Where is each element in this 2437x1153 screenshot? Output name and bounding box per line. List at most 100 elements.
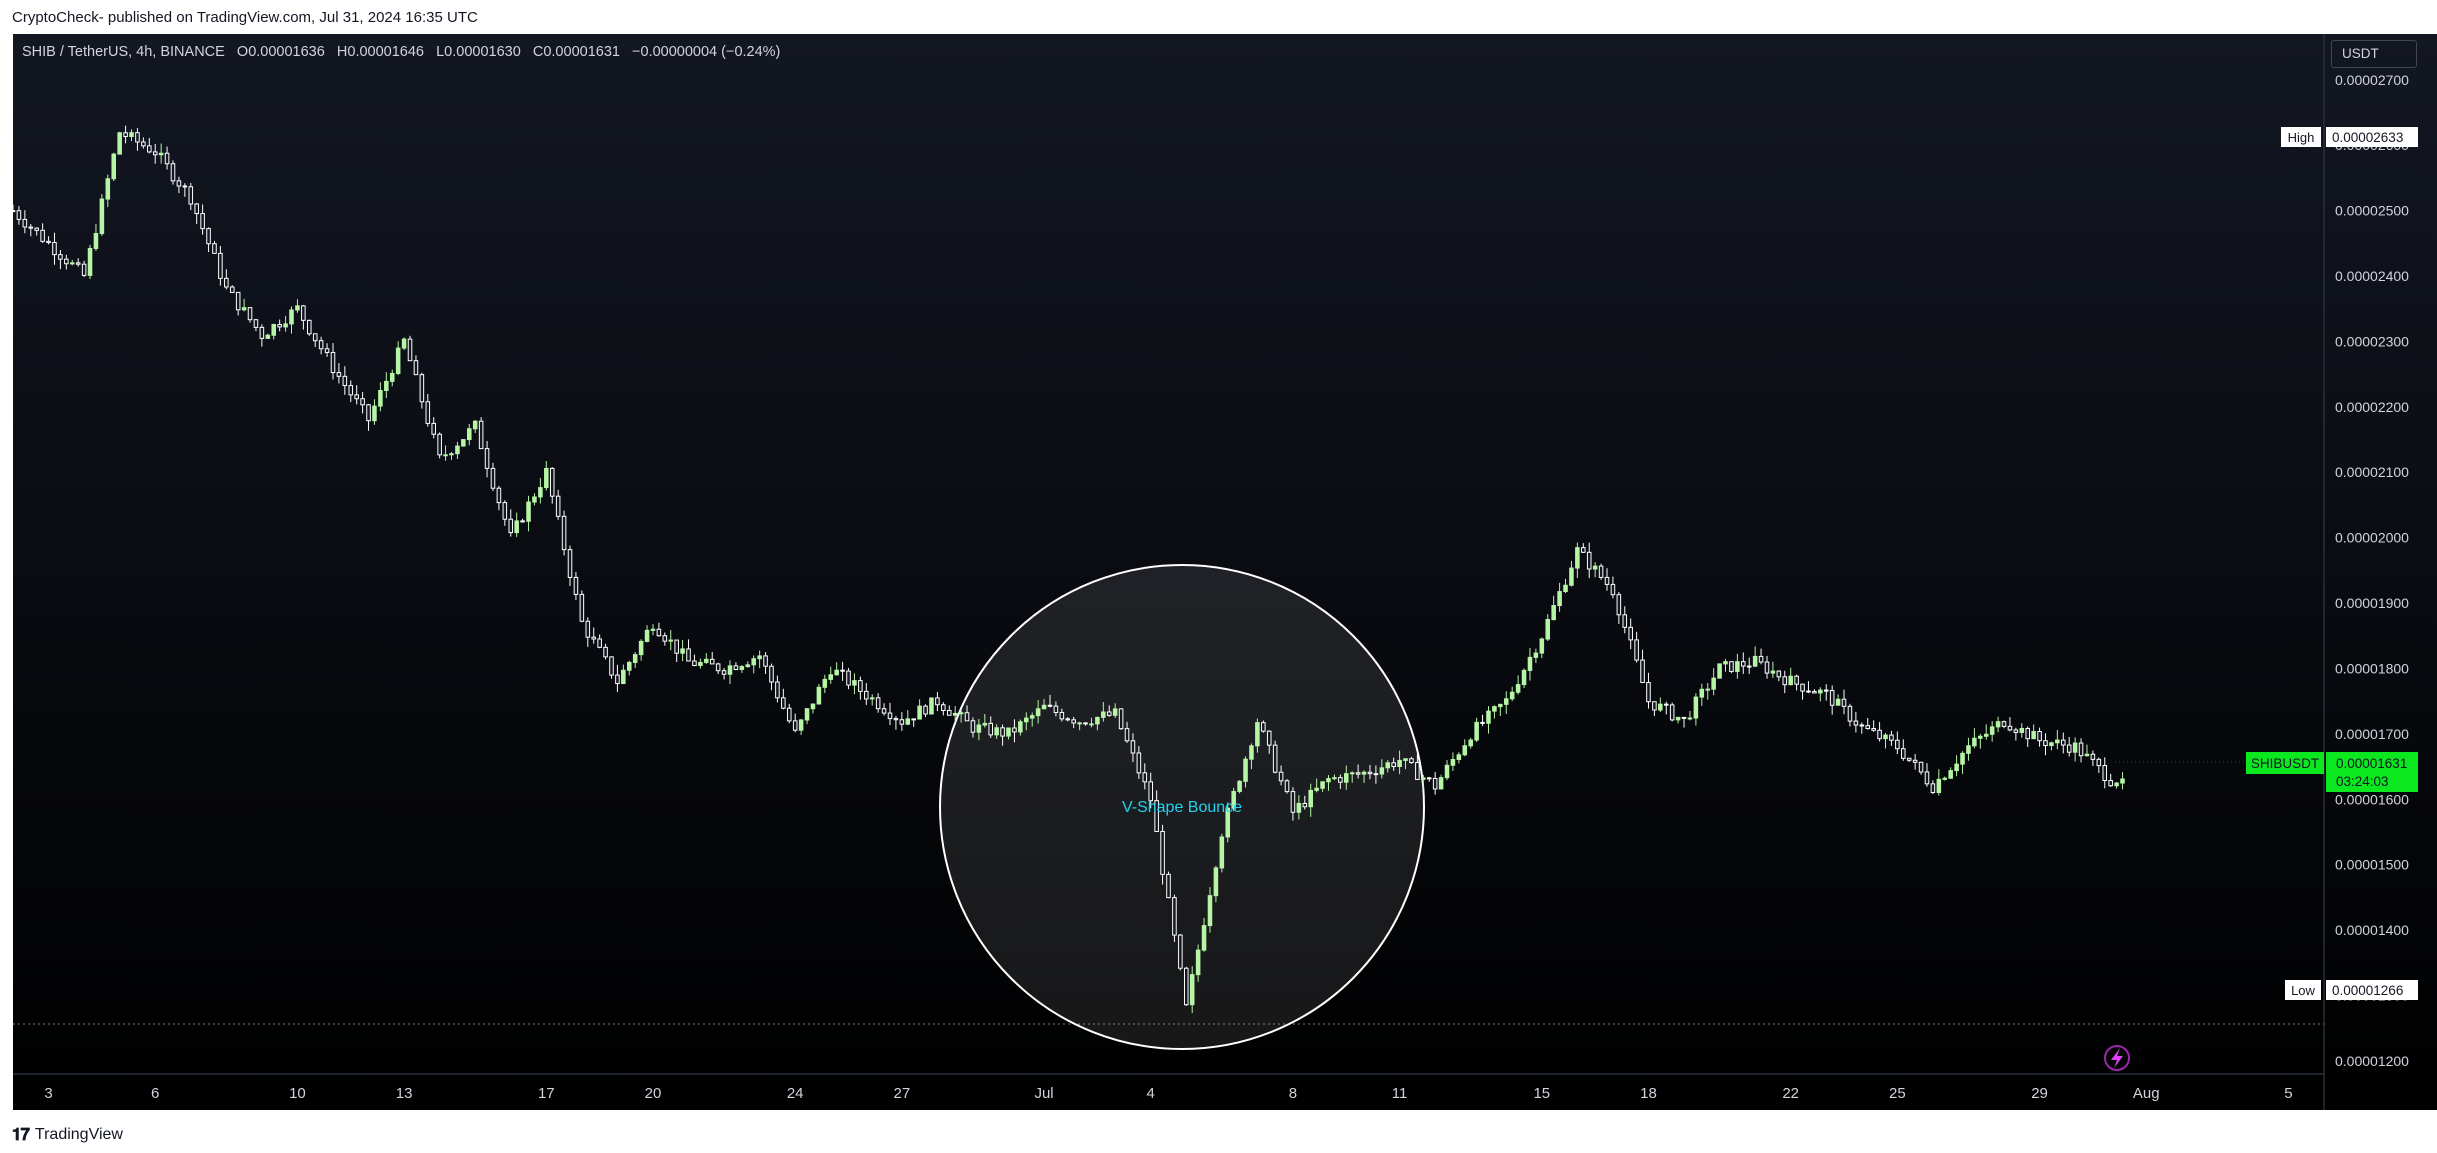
candle-down [1426,777,1432,780]
close-value-legend: 0.00001631 [543,44,620,60]
candle-down [733,665,739,670]
candle-up [1207,895,1213,927]
candle-up [1349,772,1355,775]
time-tick-11: 11 [1392,1085,1408,1102]
candle-down [253,319,259,328]
high-marker: High 0.00002633 [2281,127,2418,147]
candle-down [1628,626,1633,641]
candle-up [384,380,389,391]
symbol-tag: SHIBUSDT [2251,756,2319,771]
candle-down [188,186,194,205]
candle-down [1409,758,1414,764]
candle-down [840,669,845,672]
candles-group [10,125,2125,1014]
candle-down [2108,780,2113,787]
candle-down [330,351,336,374]
candle-down [34,227,39,231]
candle-up [1717,663,1722,679]
candle-up [1557,591,1562,607]
countdown: 03:24:03 [2336,774,2389,789]
chart-area[interactable]: V-Shape Bounce 0.000027000.000026000.000… [0,0,2437,1112]
candle-up [976,724,982,733]
high-value: 0.00002633 [2332,130,2403,145]
candle-down [502,502,508,520]
tradingview-brand[interactable]: 𝟏𝟕 TradingView [12,1125,123,1145]
candle-down [1059,711,1065,720]
candle-up [99,198,105,235]
currency-button[interactable]: USDT [2331,40,2417,68]
candle-down [692,660,697,667]
lightning-icon[interactable] [2104,1045,2130,1071]
candle-down [864,690,869,700]
candle-down [1622,614,1628,628]
candle-up [1498,703,1503,708]
candle-down [585,620,591,638]
candle-up [1403,758,1408,761]
candle-up [1024,717,1029,723]
candle-down [1391,762,1396,768]
bounce-circle[interactable] [939,564,1425,1050]
candle-up [2049,742,2054,747]
price-tick-13: 0.00001400 [2335,922,2409,938]
candle-down [1889,734,1894,741]
candle-down [229,286,235,293]
candle-down [858,680,863,692]
candle-up [1711,677,1716,690]
candle-down [10,210,16,213]
candle-up [1687,717,1693,720]
candle-down [1178,934,1183,969]
candle-down [1000,727,1005,737]
candle-up [2019,727,2025,733]
candle-down [212,243,217,254]
candle-up [621,669,626,685]
price-tick-6: 0.00002100 [2335,464,2409,480]
candle-up [1438,777,1444,790]
time-tick-13: 18 [1640,1085,1657,1102]
candle-down [715,663,721,672]
price-tick-10: 0.00001700 [2335,726,2409,742]
candle-up [1515,684,1521,693]
candle-up [1503,698,1509,705]
time-axis[interactable]: 3 6 10 13 17 20 24 27 Jul 4 8 11 15 18 22 25 29 Aug 5 [44,1085,2292,1102]
candle-down [307,319,312,335]
candle-down [1877,729,1882,740]
candle-down [1764,661,1770,674]
v-shape-bounce-annotation[interactable] [939,564,1425,1050]
candle-down [1154,800,1159,832]
candle-up [1942,777,1948,780]
candle-up [1978,735,1983,739]
high-label-legend: H [336,44,348,60]
candle-up [514,520,519,534]
candle-up [739,666,745,670]
candle-down [1758,655,1764,663]
candle-up [757,655,762,660]
candle-down [1118,708,1124,730]
candle-up [395,347,401,374]
candle-up [158,152,164,156]
candle-down [1278,771,1284,782]
candle-down [662,635,668,642]
bounce-label: V-Shape Bounce [1122,799,1242,816]
high-value-box [2326,127,2418,147]
candle-down [549,467,555,497]
candle-down [1823,689,1829,692]
candle-up [745,664,751,668]
candle-down [579,593,585,622]
candle-down [1302,802,1308,808]
candle-down [46,240,51,244]
candle-down [686,648,691,662]
price-tick-5: 0.00002200 [2335,399,2409,415]
candle-down [490,467,496,489]
candle-up [1752,655,1758,667]
candle-down [615,674,620,685]
candle-down [1586,551,1592,570]
chart-background [13,34,2437,1110]
candle-up [1296,802,1302,813]
candle-up [1575,547,1580,569]
candle-down [1261,722,1266,732]
candle-down [1172,897,1177,936]
candle-up [2072,742,2078,753]
candle-down [846,670,851,686]
candle-down [1415,762,1420,780]
candle-up [828,674,834,680]
